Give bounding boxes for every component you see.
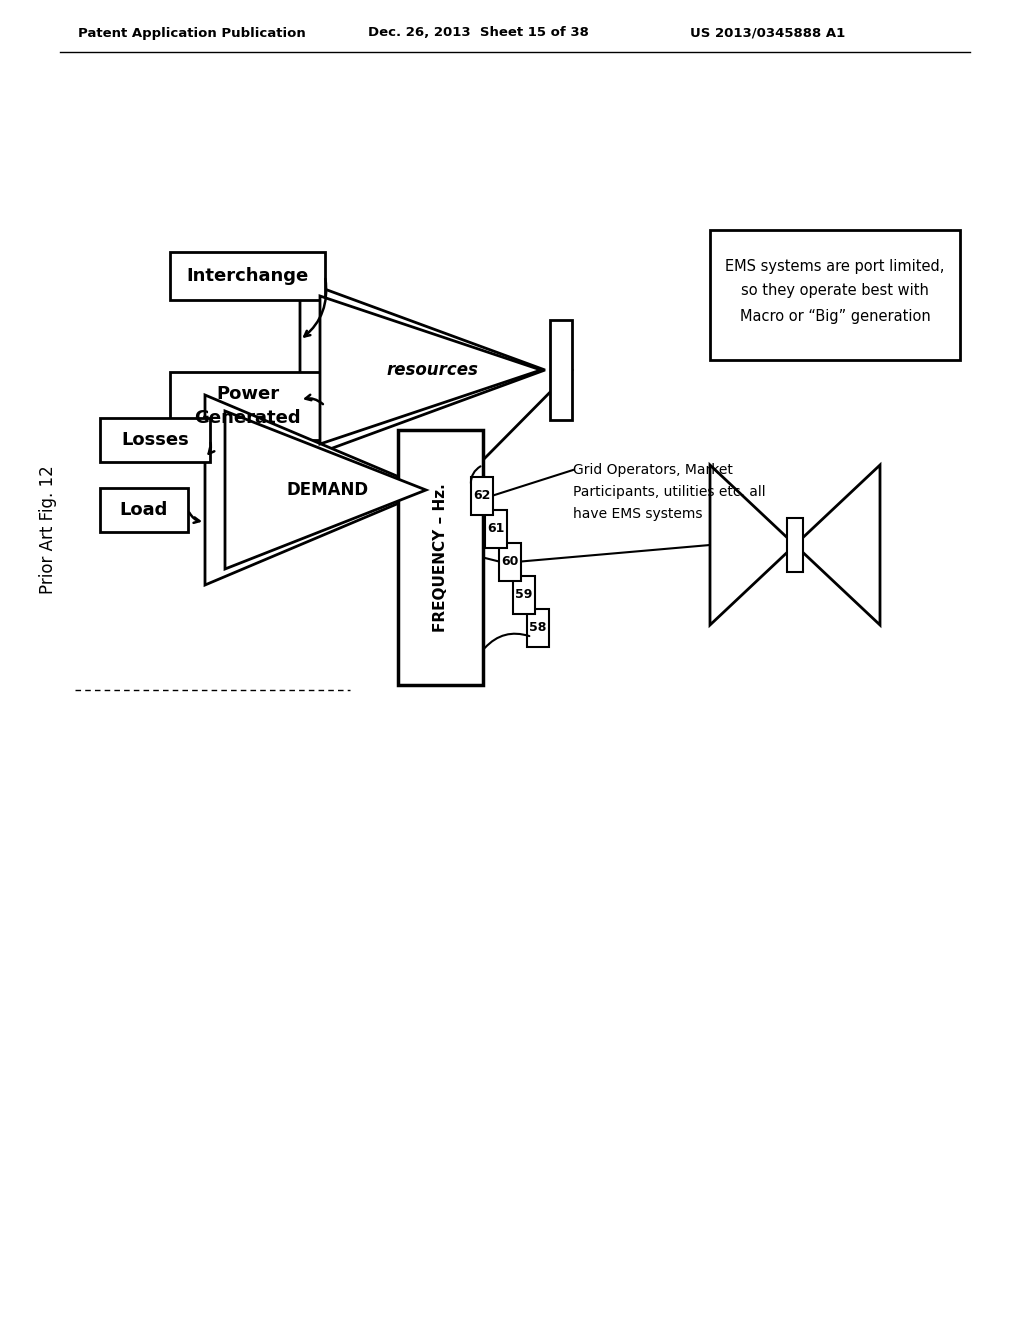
Polygon shape bbox=[205, 395, 430, 585]
Text: 58: 58 bbox=[529, 620, 547, 634]
Text: 62: 62 bbox=[473, 488, 490, 502]
Text: have EMS systems: have EMS systems bbox=[573, 507, 702, 521]
Bar bbox=[100, 488, 188, 532]
Bar bbox=[485, 510, 507, 548]
Bar bbox=[527, 609, 549, 647]
Bar bbox=[398, 430, 483, 685]
Text: Prior Art Fig. 12: Prior Art Fig. 12 bbox=[39, 466, 57, 594]
Text: 61: 61 bbox=[487, 521, 505, 535]
Text: 60: 60 bbox=[502, 554, 519, 568]
Bar bbox=[550, 319, 572, 420]
Polygon shape bbox=[795, 465, 880, 624]
Bar bbox=[435, 436, 457, 545]
Text: DEMAND: DEMAND bbox=[287, 480, 369, 499]
Bar bbox=[513, 576, 535, 614]
Text: Grid Operators, Market: Grid Operators, Market bbox=[573, 463, 733, 477]
Text: so they operate best with: so they operate best with bbox=[741, 284, 929, 298]
Bar bbox=[471, 477, 493, 515]
Bar bbox=[170, 372, 325, 440]
Polygon shape bbox=[300, 280, 545, 459]
Text: Macro or “Big” generation: Macro or “Big” generation bbox=[739, 309, 931, 325]
Text: Participants, utilities etc. all: Participants, utilities etc. all bbox=[573, 484, 766, 499]
Text: 59: 59 bbox=[515, 587, 532, 601]
Text: US 2013/0345888 A1: US 2013/0345888 A1 bbox=[690, 26, 845, 40]
Bar bbox=[170, 252, 325, 300]
Text: Dec. 26, 2013  Sheet 15 of 38: Dec. 26, 2013 Sheet 15 of 38 bbox=[368, 26, 589, 40]
Polygon shape bbox=[319, 296, 541, 444]
Text: Load: Load bbox=[120, 502, 168, 519]
Text: Losses: Losses bbox=[121, 432, 188, 449]
Polygon shape bbox=[710, 465, 795, 624]
Bar bbox=[499, 543, 521, 581]
Text: Power: Power bbox=[216, 385, 280, 403]
Text: Generated: Generated bbox=[195, 409, 301, 426]
Polygon shape bbox=[225, 411, 426, 569]
Bar bbox=[100, 418, 210, 462]
Text: resources: resources bbox=[387, 360, 478, 379]
Text: Patent Application Publication: Patent Application Publication bbox=[78, 26, 306, 40]
Text: EMS systems are port limited,: EMS systems are port limited, bbox=[725, 260, 945, 275]
Text: Interchange: Interchange bbox=[186, 267, 308, 285]
Bar bbox=[787, 519, 803, 572]
Bar bbox=[710, 230, 961, 360]
Text: FREQUENCY – Hz.: FREQUENCY – Hz. bbox=[433, 483, 449, 632]
